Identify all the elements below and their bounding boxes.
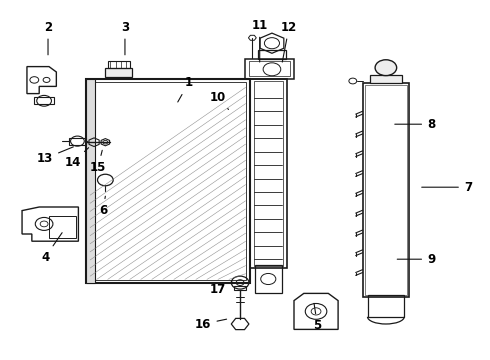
Text: 1: 1 bbox=[178, 76, 193, 102]
Text: 3: 3 bbox=[121, 21, 129, 55]
Bar bbox=[363, 83, 409, 297]
Bar bbox=[368, 295, 404, 317]
Bar bbox=[86, 79, 250, 283]
Bar bbox=[90, 82, 246, 280]
Bar bbox=[34, 97, 54, 104]
Bar bbox=[258, 50, 286, 59]
Text: 4: 4 bbox=[41, 233, 62, 264]
Bar bbox=[245, 59, 294, 79]
Bar bbox=[250, 79, 287, 268]
Text: 11: 11 bbox=[251, 19, 268, 62]
Bar bbox=[255, 265, 282, 293]
Bar bbox=[365, 85, 407, 295]
Text: 7: 7 bbox=[422, 181, 472, 194]
Bar bbox=[69, 138, 86, 145]
Bar bbox=[86, 79, 95, 283]
Text: 10: 10 bbox=[210, 91, 228, 109]
Text: 6: 6 bbox=[99, 196, 107, 217]
Text: 15: 15 bbox=[90, 150, 106, 174]
Text: 14: 14 bbox=[64, 148, 89, 169]
Bar bbox=[234, 286, 246, 290]
Bar bbox=[249, 61, 290, 76]
Text: 16: 16 bbox=[195, 318, 226, 330]
Text: 8: 8 bbox=[395, 118, 435, 131]
Circle shape bbox=[375, 60, 397, 76]
Bar bbox=[108, 61, 130, 68]
Text: 2: 2 bbox=[44, 21, 52, 55]
Bar bbox=[49, 216, 76, 238]
Text: 13: 13 bbox=[37, 147, 74, 165]
Bar bbox=[370, 75, 402, 83]
Bar bbox=[105, 68, 132, 77]
Text: 17: 17 bbox=[210, 282, 233, 296]
Text: 5: 5 bbox=[314, 303, 321, 332]
Text: 9: 9 bbox=[397, 253, 435, 266]
Bar bbox=[254, 81, 283, 266]
Text: 12: 12 bbox=[281, 21, 297, 62]
